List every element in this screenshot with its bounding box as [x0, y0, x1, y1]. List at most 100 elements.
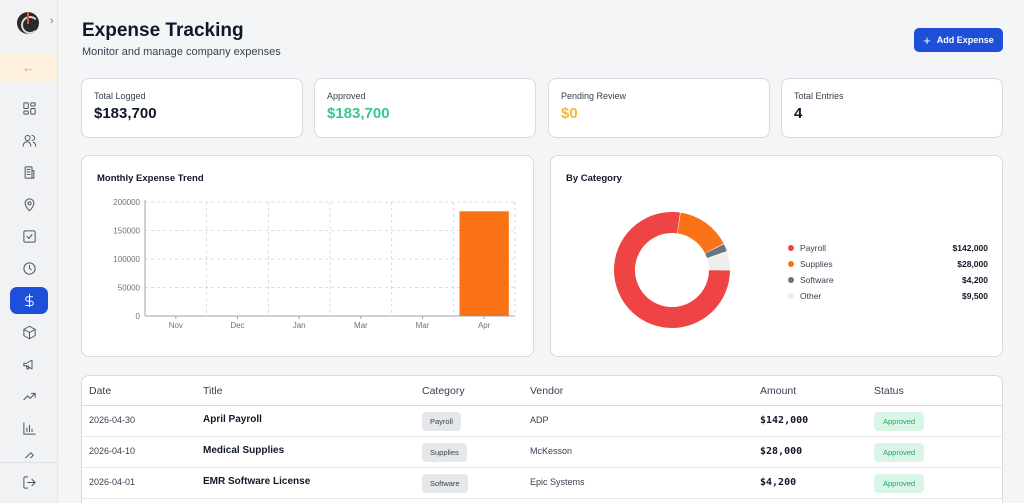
legend-label: Other — [800, 291, 822, 301]
sidebar-divider — [0, 462, 57, 463]
bar[interactable] — [459, 211, 509, 316]
cell-amount: $28,000 — [760, 446, 803, 457]
sidebar: › ← — [0, 0, 58, 503]
legend-dot — [788, 245, 794, 251]
y-tick-label: 150000 — [113, 227, 140, 236]
column-header-category[interactable]: Category — [422, 385, 465, 397]
donut-slice[interactable] — [614, 212, 730, 328]
table-row[interactable]: 2026-04-30 April Payroll Payroll ADP $14… — [82, 406, 1002, 437]
legend-value: $9,500 — [962, 291, 988, 301]
legend-item: Payroll $142,000 — [788, 240, 988, 256]
category-chip: Supplies — [422, 443, 467, 462]
wrench-icon — [23, 451, 34, 458]
status-badge: Approved — [874, 443, 925, 462]
sidebar-item-tasks[interactable] — [10, 223, 48, 250]
category-panel: By Category Payroll $142,000 Supplies $2… — [550, 155, 1003, 357]
cell-amount: $142,000 — [760, 415, 809, 426]
column-header-status[interactable]: Status — [874, 385, 904, 397]
column-header-title[interactable]: Title — [203, 385, 223, 397]
sidebar-item-tools[interactable] — [10, 444, 48, 458]
bar-chart-icon — [22, 422, 36, 435]
map-pin-icon — [24, 198, 34, 212]
sidebar-item-users[interactable] — [10, 127, 48, 154]
trending-up-icon — [22, 392, 36, 401]
stat-label: Total Logged — [94, 91, 146, 101]
column-header-date[interactable]: Date — [89, 385, 112, 397]
page-subtitle: Monitor and manage company expenses — [82, 46, 281, 58]
stat-card-approved: Approved $183,700 — [314, 78, 536, 138]
clock-icon — [22, 262, 36, 275]
x-tick-label: Nov — [169, 321, 183, 330]
monthly-trend-panel: Monthly Expense Trend 0 50000 100000 150000… — [81, 155, 534, 357]
sidebar-item-expenses[interactable] — [10, 287, 48, 314]
category-chip: Payroll — [422, 412, 461, 431]
cell-date: 2026-04-01 — [89, 477, 136, 487]
add-expense-button[interactable]: + Add Expense — [914, 28, 1003, 52]
x-tick-label: Mar — [354, 321, 368, 330]
back-arrow-icon[interactable]: ← — [0, 53, 57, 81]
legend-value: $4,200 — [962, 275, 988, 285]
stat-label: Pending Review — [561, 91, 627, 101]
legend-label: Software — [800, 275, 834, 285]
table-row[interactable]: 2026-04-10 Medical Supplies Supplies McK… — [82, 437, 1002, 468]
cell-title: April Payroll — [203, 414, 262, 425]
sidebar-item-reports[interactable] — [10, 415, 48, 442]
status-badge: Approved — [874, 474, 925, 493]
chevron-right-icon[interactable]: › — [50, 15, 54, 27]
stat-value: $183,700 — [94, 105, 157, 122]
logout-button[interactable] — [10, 469, 48, 496]
add-expense-label: Add Expense — [936, 35, 994, 45]
sidebar-item-time[interactable] — [10, 255, 48, 282]
legend-dot — [788, 293, 794, 299]
x-tick-label: Dec — [230, 321, 244, 330]
donut-slice[interactable] — [705, 244, 727, 258]
building-icon — [24, 166, 34, 179]
legend-value: $28,000 — [957, 259, 988, 269]
stat-card-total-logged: Total Logged $183,700 — [81, 78, 303, 138]
sidebar-item-buildings[interactable] — [10, 159, 48, 186]
y-tick-label: 50000 — [118, 284, 141, 293]
legend-dot — [788, 261, 794, 267]
panel-title: By Category — [566, 173, 622, 184]
stat-card-pending-review: Pending Review $0 — [548, 78, 770, 138]
column-header-vendor[interactable]: Vendor — [530, 385, 564, 397]
cell-title: Medical Supplies — [203, 445, 285, 456]
sidebar-item-inventory[interactable] — [10, 319, 48, 346]
cell-vendor: ADP — [530, 415, 549, 425]
dollar-icon — [24, 293, 34, 308]
grid-icon — [22, 102, 36, 115]
legend-label: Supplies — [800, 259, 833, 269]
x-tick-label: Jan — [293, 321, 306, 330]
donut-slice[interactable] — [677, 212, 724, 254]
column-header-amount[interactable]: Amount — [760, 385, 797, 397]
legend-item: Supplies $28,000 — [788, 256, 988, 272]
stat-label: Total Entries — [794, 91, 844, 101]
donut-slice[interactable] — [707, 251, 730, 270]
stat-value: $0 — [561, 105, 578, 122]
stat-value: 4 — [794, 105, 803, 122]
sidebar-item-announcements[interactable] — [10, 351, 48, 378]
plus-icon: + — [923, 32, 931, 48]
table-row[interactable]: 2026-04-01 EMR Software License Software… — [82, 468, 1002, 499]
sidebar-item-dashboard[interactable] — [10, 95, 48, 122]
y-tick-label: 200000 — [113, 198, 140, 207]
cell-title: EMR Software License — [203, 476, 311, 487]
megaphone-icon — [22, 359, 32, 370]
sidebar-item-trends[interactable] — [10, 383, 48, 410]
company-logo[interactable] — [17, 12, 39, 34]
legend-dot — [788, 277, 794, 283]
status-badge: Approved — [874, 412, 925, 431]
category-donut-chart — [614, 212, 730, 328]
cell-vendor: Epic Systems — [530, 477, 585, 487]
x-tick-label: Mar — [416, 321, 430, 330]
stat-card-total-entries: Total Entries 4 — [781, 78, 1003, 138]
table-header: Date Title Category Vendor Amount Status — [82, 376, 1002, 406]
cell-date: 2026-04-30 — [89, 415, 136, 425]
expenses-table: Date Title Category Vendor Amount Status… — [81, 375, 1003, 503]
legend-item: Other $9,500 — [788, 288, 988, 304]
legend-value: $142,000 — [952, 243, 988, 253]
panel-title: Monthly Expense Trend — [97, 173, 204, 184]
cell-vendor: McKesson — [530, 446, 573, 456]
box-icon — [22, 325, 36, 340]
sidebar-item-locations[interactable] — [10, 191, 48, 218]
